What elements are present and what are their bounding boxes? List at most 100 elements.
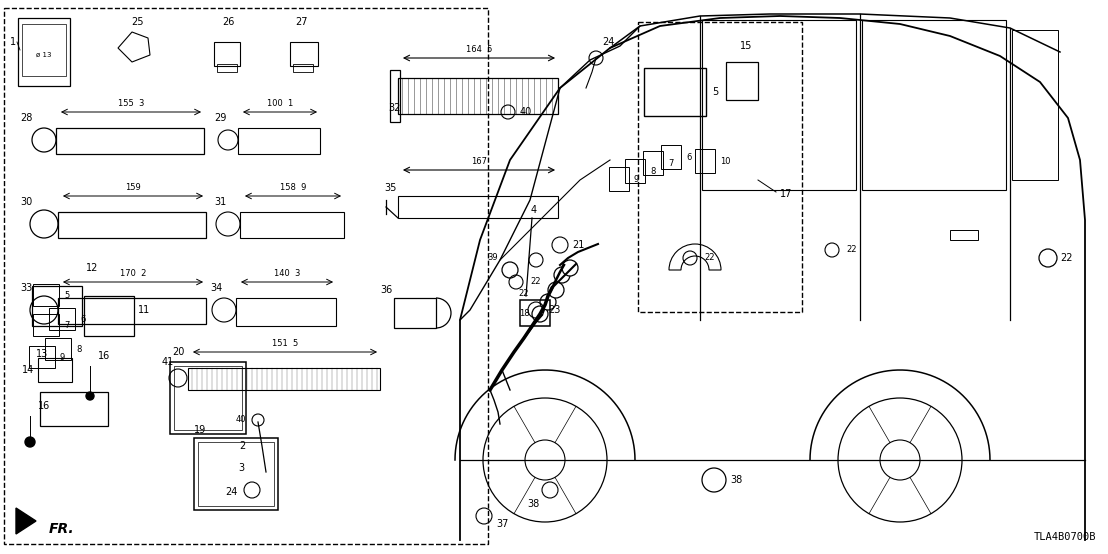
Bar bbox=[398, 78, 558, 114]
Text: 22: 22 bbox=[519, 290, 529, 299]
Text: 40: 40 bbox=[520, 107, 532, 117]
Bar bbox=[236, 298, 336, 326]
Text: 30: 30 bbox=[20, 197, 32, 207]
Bar bbox=[290, 42, 318, 66]
Bar bbox=[32, 286, 82, 326]
Bar bbox=[643, 151, 663, 175]
Bar bbox=[188, 368, 380, 390]
Bar bbox=[198, 442, 274, 506]
Text: 3: 3 bbox=[238, 463, 244, 473]
Circle shape bbox=[548, 282, 564, 298]
Circle shape bbox=[562, 260, 578, 276]
Bar bbox=[695, 149, 715, 173]
Bar bbox=[170, 362, 246, 434]
Text: 22: 22 bbox=[847, 245, 856, 254]
Bar bbox=[57, 128, 204, 154]
Bar bbox=[238, 128, 320, 154]
Text: 26: 26 bbox=[222, 17, 234, 27]
Text: 21: 21 bbox=[572, 240, 584, 250]
Text: 9: 9 bbox=[634, 176, 639, 184]
Bar bbox=[390, 70, 400, 122]
Polygon shape bbox=[16, 508, 35, 534]
Text: 1: 1 bbox=[10, 37, 17, 47]
Bar bbox=[609, 167, 629, 191]
Text: 27: 27 bbox=[296, 17, 308, 27]
Circle shape bbox=[540, 294, 556, 310]
Bar bbox=[58, 212, 206, 238]
Text: 22: 22 bbox=[1060, 253, 1073, 263]
Text: 167: 167 bbox=[471, 157, 488, 167]
Bar bbox=[394, 298, 437, 328]
Text: 40: 40 bbox=[236, 416, 246, 424]
Bar bbox=[726, 62, 758, 100]
Bar bbox=[638, 22, 802, 312]
Text: 4: 4 bbox=[531, 205, 537, 215]
Text: 155  3: 155 3 bbox=[117, 100, 144, 109]
Text: 22: 22 bbox=[530, 278, 541, 286]
Bar bbox=[217, 64, 237, 72]
Text: 13: 13 bbox=[35, 349, 49, 359]
Bar bbox=[4, 8, 488, 544]
Text: 158  9: 158 9 bbox=[280, 183, 306, 192]
Text: 18: 18 bbox=[519, 310, 530, 319]
Circle shape bbox=[25, 437, 35, 447]
Bar bbox=[174, 366, 242, 430]
Bar bbox=[702, 20, 856, 190]
Text: 24: 24 bbox=[226, 487, 238, 497]
Text: 24: 24 bbox=[602, 37, 614, 47]
Text: 31: 31 bbox=[214, 197, 226, 207]
Text: 41: 41 bbox=[162, 357, 174, 367]
Circle shape bbox=[532, 306, 548, 322]
Text: 16: 16 bbox=[38, 401, 50, 411]
Text: 35: 35 bbox=[384, 183, 397, 193]
Text: 151  5: 151 5 bbox=[271, 340, 298, 348]
Text: 38: 38 bbox=[527, 499, 540, 509]
Text: 5: 5 bbox=[712, 87, 718, 97]
Text: ø 13: ø 13 bbox=[37, 52, 52, 58]
Text: 170  2: 170 2 bbox=[120, 269, 146, 279]
Text: 22: 22 bbox=[704, 254, 715, 263]
Text: 32: 32 bbox=[388, 103, 400, 113]
Text: 7: 7 bbox=[64, 321, 70, 331]
Text: 164  5: 164 5 bbox=[465, 45, 492, 54]
Bar bbox=[33, 314, 59, 336]
Text: 17: 17 bbox=[780, 189, 792, 199]
Text: 140  3: 140 3 bbox=[274, 269, 300, 279]
Bar bbox=[84, 296, 134, 336]
Text: 16: 16 bbox=[98, 351, 111, 361]
Text: 25: 25 bbox=[132, 17, 144, 27]
Text: 38: 38 bbox=[730, 475, 742, 485]
Bar bbox=[398, 196, 558, 218]
Text: 20: 20 bbox=[172, 347, 184, 357]
Circle shape bbox=[86, 392, 94, 400]
Text: 8: 8 bbox=[650, 167, 655, 177]
Text: 159: 159 bbox=[125, 183, 141, 192]
Text: 5: 5 bbox=[64, 291, 69, 300]
Text: 2: 2 bbox=[239, 441, 246, 451]
Bar bbox=[214, 42, 240, 66]
Text: 36: 36 bbox=[380, 285, 392, 295]
Text: 29: 29 bbox=[214, 113, 226, 123]
Text: 9: 9 bbox=[60, 353, 65, 362]
Text: 100  1: 100 1 bbox=[267, 100, 294, 109]
Text: 6: 6 bbox=[686, 153, 691, 162]
Bar bbox=[293, 64, 312, 72]
Bar bbox=[644, 68, 706, 116]
Bar bbox=[29, 346, 55, 368]
Bar bbox=[661, 145, 681, 169]
Text: 14: 14 bbox=[22, 365, 34, 375]
Bar bbox=[950, 230, 978, 240]
Bar bbox=[33, 284, 59, 306]
Text: 7: 7 bbox=[668, 160, 674, 168]
Text: 39: 39 bbox=[488, 254, 497, 263]
Text: 6: 6 bbox=[80, 315, 85, 325]
Text: 37: 37 bbox=[496, 519, 509, 529]
Text: 10: 10 bbox=[720, 157, 730, 167]
Bar bbox=[18, 18, 70, 86]
Text: 12: 12 bbox=[86, 263, 99, 273]
Text: 8: 8 bbox=[76, 346, 81, 355]
Bar bbox=[240, 212, 343, 238]
Text: FR.: FR. bbox=[49, 522, 75, 536]
Bar bbox=[862, 20, 1006, 190]
Text: 15: 15 bbox=[740, 41, 752, 51]
